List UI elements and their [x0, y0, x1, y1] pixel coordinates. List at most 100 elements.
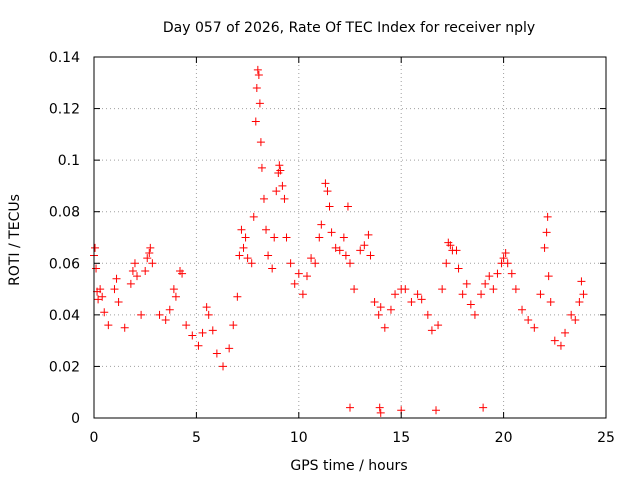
- data-point: [249, 212, 258, 221]
- data-point: [225, 344, 234, 353]
- data-point: [278, 181, 287, 190]
- data-point: [466, 300, 475, 309]
- data-point: [161, 316, 170, 325]
- data-point: [343, 202, 352, 211]
- data-point: [286, 259, 295, 268]
- data-point: [346, 259, 354, 268]
- data-point: [360, 241, 369, 250]
- data-point: [470, 310, 479, 319]
- data-point: [96, 285, 105, 294]
- data-point: [208, 326, 217, 335]
- data-point: [536, 290, 545, 299]
- data-point: [239, 243, 248, 252]
- data-point: [241, 233, 250, 242]
- data-point: [264, 251, 273, 260]
- data-point: [507, 269, 516, 278]
- data-point: [339, 233, 348, 242]
- data-point: [130, 259, 139, 268]
- data-point: [432, 406, 441, 415]
- data-point: [257, 163, 266, 172]
- data-point: [374, 310, 383, 319]
- y-tick-label: 0.04: [49, 308, 80, 324]
- axis-ticks: 0 5 10 15 20 25 0 0.02 0.04 0.06 0.08 0.1 0.12 0.14: [49, 50, 615, 446]
- data-point: [546, 297, 555, 306]
- data-point: [370, 297, 379, 306]
- x-tick-label: 0: [90, 430, 99, 446]
- data-point: [94, 295, 103, 304]
- data-point: [92, 264, 101, 273]
- data-point: [219, 362, 228, 371]
- x-tick-label: 20: [495, 430, 513, 446]
- data-point: [542, 228, 551, 237]
- y-tick-label: 0.08: [49, 205, 80, 221]
- data-point: [165, 305, 174, 314]
- data-point: [254, 71, 263, 80]
- data-point: [501, 248, 510, 257]
- data-point: [341, 251, 350, 260]
- data-point: [155, 310, 164, 319]
- data-point: [294, 269, 303, 278]
- data-point: [298, 290, 307, 299]
- data-point: [188, 331, 197, 340]
- data-point: [423, 310, 432, 319]
- data-point: [364, 230, 373, 239]
- data-point: [325, 202, 334, 211]
- data-point: [128, 267, 137, 276]
- data-point: [544, 272, 553, 281]
- data-point: [145, 248, 154, 257]
- data-point: [579, 290, 588, 299]
- data-point: [366, 251, 375, 260]
- data-point: [91, 243, 100, 252]
- data-point: [282, 233, 291, 242]
- data-point: [442, 259, 451, 268]
- data-point: [356, 246, 365, 255]
- data-point: [307, 254, 316, 263]
- data-point: [575, 297, 584, 306]
- data-point: [98, 292, 107, 301]
- x-tick-label: 25: [597, 430, 615, 446]
- data-point: [280, 194, 289, 203]
- data-point: [413, 290, 422, 299]
- data-point: [477, 290, 486, 299]
- y-tick-label: 0.02: [49, 359, 80, 375]
- data-point: [331, 243, 340, 252]
- data-point: [255, 99, 264, 108]
- plot-frame: [93, 56, 607, 419]
- data-point: [275, 161, 284, 170]
- data-point: [311, 259, 320, 268]
- data-point: [518, 305, 527, 314]
- data-point: [198, 328, 207, 337]
- data-point: [481, 279, 490, 288]
- x-tick-label: 5: [192, 430, 201, 446]
- data-point: [126, 279, 135, 288]
- x-tick-label: 15: [392, 430, 410, 446]
- data-point: [270, 233, 279, 242]
- data-point: [427, 326, 436, 335]
- data-point: [259, 194, 268, 203]
- data-point: [452, 246, 461, 255]
- data-point: [169, 285, 178, 294]
- data-point: [380, 323, 389, 332]
- data-point: [243, 254, 252, 263]
- data-point: [253, 65, 262, 74]
- data-point: [479, 403, 488, 412]
- data-point: [556, 341, 565, 350]
- data-point: [489, 285, 498, 294]
- data-point: [202, 303, 211, 312]
- data-point: [178, 269, 187, 278]
- data-point: [376, 303, 385, 312]
- data-point: [530, 323, 539, 332]
- data-point: [317, 220, 326, 229]
- data-point: [540, 243, 549, 252]
- y-tick-label: 0.14: [49, 50, 80, 66]
- data-point: [335, 246, 344, 255]
- data-point: [350, 285, 359, 294]
- data-point: [237, 225, 246, 234]
- data-point: [272, 187, 281, 196]
- data-point: [110, 285, 119, 294]
- data-point: [376, 408, 385, 417]
- data-point: [256, 138, 265, 147]
- data-point: [137, 310, 146, 319]
- data-point: [229, 321, 238, 330]
- data-point: [446, 241, 455, 250]
